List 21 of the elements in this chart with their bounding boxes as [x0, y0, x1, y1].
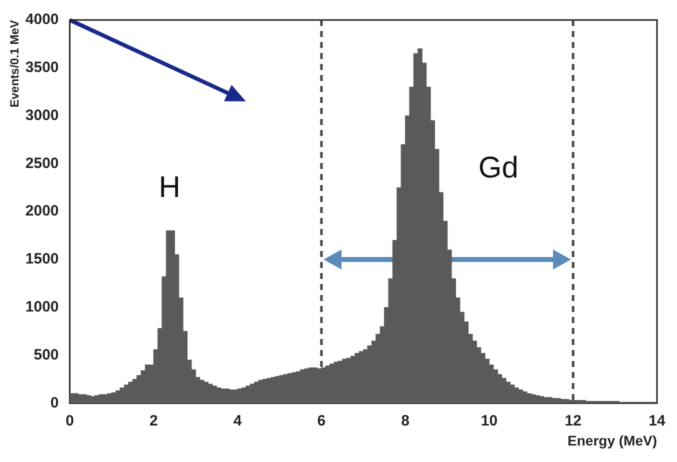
y-tick-label: 4000: [25, 11, 59, 28]
x-tick-label: 0: [66, 412, 74, 430]
x-tick-label: 12: [564, 412, 582, 430]
annotation: Gd: [478, 152, 518, 185]
x-tick-label: 10: [480, 412, 498, 430]
y-tick-label: 1500: [25, 250, 59, 268]
y-tick-label: 2500: [25, 154, 59, 172]
y-tick-label: 500: [34, 346, 59, 364]
y-tick-label: 2000: [25, 202, 59, 220]
y-tick-label: 3500: [25, 59, 59, 76]
y-tick-label: 1000: [25, 298, 59, 316]
x-tick-label: 14: [648, 412, 666, 430]
y-tick-label: 0: [50, 394, 59, 412]
annotation: H: [158, 170, 180, 204]
x-tick-label: 6: [317, 412, 326, 430]
x-tick-label: 4: [233, 412, 242, 430]
x-axis-title: Energy (MeV): [568, 432, 657, 448]
y-tick-label: 3000: [25, 106, 59, 124]
x-tick-label: 2: [149, 412, 158, 430]
y-axis-title: Events/0.1 MeV: [8, 20, 22, 108]
x-tick-label: 8: [401, 412, 410, 430]
